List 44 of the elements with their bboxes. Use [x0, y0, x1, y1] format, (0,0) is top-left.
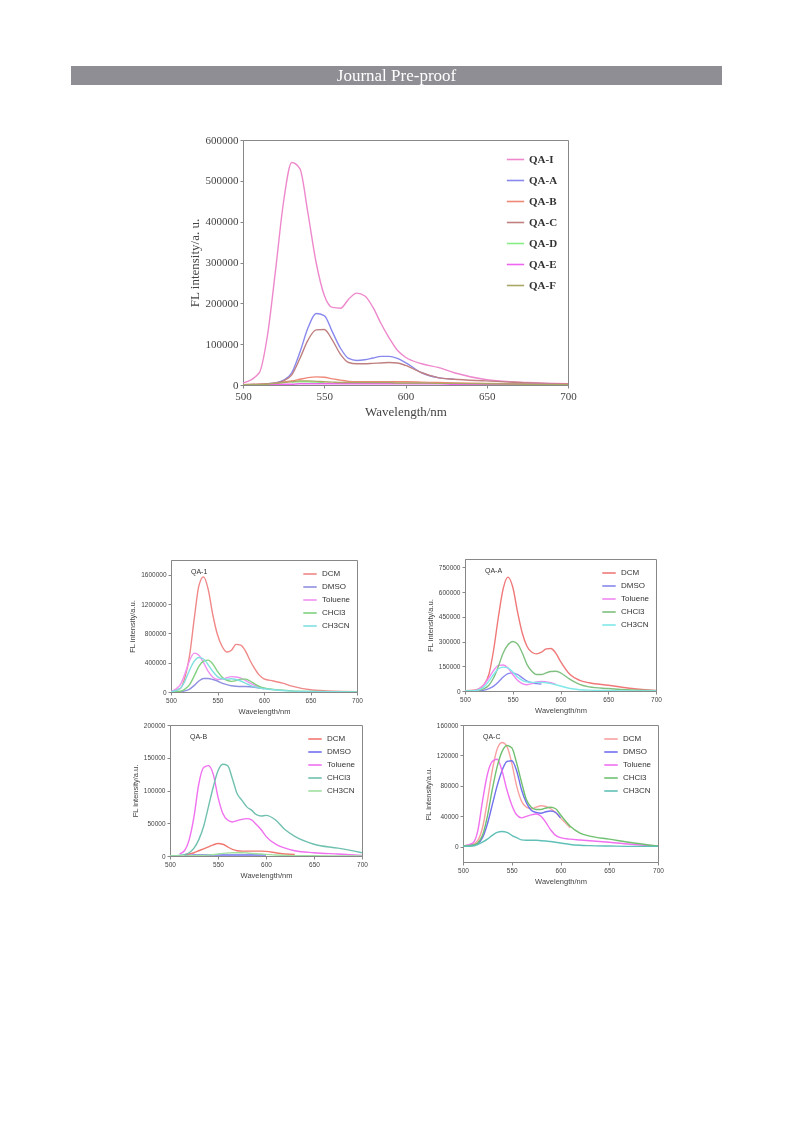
- y-tick-label: 600000: [205, 133, 239, 146]
- legend-label: Toluene: [621, 594, 650, 603]
- legend-label: DCM: [623, 734, 642, 743]
- legend-label: DMSO: [621, 581, 645, 590]
- line-series: [465, 666, 656, 691]
- legend-label: Toluene: [623, 760, 652, 769]
- legend-label: CH3CN: [623, 786, 651, 795]
- y-tick-label: 200000: [205, 296, 239, 309]
- legend-label: DMSO: [623, 747, 647, 756]
- legend-label: DCM: [621, 568, 640, 577]
- x-tick-label: 550: [316, 389, 334, 402]
- legend-label: CHCl3: [621, 607, 646, 616]
- legend-label: DCM: [322, 569, 341, 578]
- line-series: [463, 830, 658, 848]
- legend-label: QA-F: [529, 278, 557, 291]
- y-tick-label: 400000: [205, 215, 239, 228]
- y-tick-label: 500000: [205, 174, 239, 187]
- legend-label: CH3CN: [621, 620, 649, 629]
- y-axis-title: FL intensity/a. u.: [186, 218, 202, 308]
- legend-label: CHCl3: [623, 773, 648, 782]
- y-tick-label: 0: [233, 378, 239, 391]
- legend-label: QA-B: [529, 194, 558, 207]
- legend-label: QA-A: [529, 173, 558, 186]
- x-tick-label: 500: [235, 389, 253, 402]
- legend-label: DCM: [327, 734, 346, 743]
- x-tick-label: 650: [479, 389, 496, 402]
- x-tick-label: 700: [560, 389, 578, 402]
- x-axis-title: Wavelength/nm: [365, 403, 447, 419]
- legend-label: CHCl3: [322, 608, 347, 617]
- y-tick-label: 300000: [205, 256, 239, 268]
- legend-label: QA-C: [529, 215, 558, 228]
- y-tick-label: 100000: [205, 337, 239, 350]
- legend-label: QA-E: [529, 257, 557, 270]
- legend-label: QA-D: [529, 236, 558, 249]
- legend-label: Toluene: [322, 595, 351, 604]
- legend-label: QA-I: [529, 152, 554, 165]
- chart-title: Journal Pre-proof: [71, 66, 722, 85]
- legend-label: CH3CN: [322, 621, 350, 630]
- legend-label: CHCl3: [327, 773, 352, 782]
- legend-label: DMSO: [322, 582, 346, 591]
- legend-label: CH3CN: [327, 786, 355, 795]
- legend-label: DMSO: [327, 747, 351, 756]
- x-tick-label: 600: [397, 389, 415, 402]
- legend-label: Toluene: [327, 760, 356, 769]
